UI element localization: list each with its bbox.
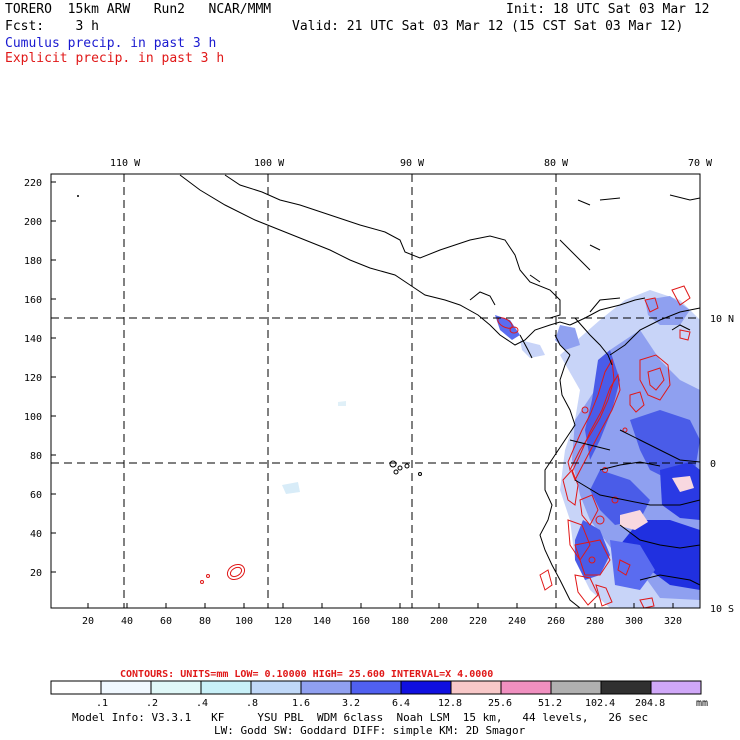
- scale-label-10: 102.4: [585, 698, 615, 709]
- x-tick-80: 80: [199, 616, 211, 627]
- x-tick-20: 20: [82, 616, 94, 627]
- galapagos-islands: [389, 460, 422, 476]
- y-tick-120: 120: [24, 373, 42, 384]
- y-tick-160: 160: [24, 295, 42, 306]
- contour-info: CONTOURS: UNITS=mm LOW= 0.10000 HIGH= 25…: [120, 669, 493, 680]
- init-time: Init: 18 UTC Sat 03 Mar 12: [506, 2, 710, 17]
- lon-label-110w: 110 W: [110, 158, 141, 169]
- y-tick-80: 80: [30, 451, 42, 462]
- scale-label-1: .2: [146, 698, 158, 709]
- scale-label-9: 51.2: [538, 698, 562, 709]
- precip-color-scale: [50, 680, 702, 695]
- y-tick-180: 180: [24, 256, 42, 267]
- cumulus-precip-shading: [282, 290, 700, 608]
- coastlines: [179, 174, 701, 609]
- x-tick-200: 200: [430, 616, 448, 627]
- lon-label-90w: 90 W: [400, 158, 425, 169]
- valid-time: Valid: 21 UTC Sat 03 Mar 12 (15 CST Sat …: [292, 19, 684, 34]
- y-axis: [51, 181, 56, 573]
- x-tick-180: 180: [391, 616, 409, 627]
- x-tick-140: 140: [313, 616, 331, 627]
- x-tick-160: 160: [352, 616, 370, 627]
- x-tick-220: 220: [469, 616, 487, 627]
- y-tick-60: 60: [30, 490, 42, 501]
- island-dot: [77, 195, 79, 197]
- x-tick-320: 320: [664, 616, 682, 627]
- lon-label-70w: 70 W: [688, 158, 713, 169]
- scale-label-0: .1: [96, 698, 108, 709]
- scale-label-6: 6.4: [392, 698, 410, 709]
- scale-unit: mm: [696, 698, 708, 709]
- cumulus-legend-text: Cumulus precip. in past 3 h: [5, 36, 217, 51]
- lat-label-0: 0: [710, 459, 716, 470]
- scale-label-8: 25.6: [488, 698, 512, 709]
- y-tick-220: 220: [24, 178, 42, 189]
- y-tick-200: 200: [24, 217, 42, 228]
- x-tick-280: 280: [586, 616, 604, 627]
- x-tick-260: 260: [547, 616, 565, 627]
- scale-label-2: .4: [196, 698, 208, 709]
- scale-label-3: .8: [246, 698, 258, 709]
- lat-label-10s: 10 S: [710, 604, 734, 615]
- scale-label-11: 204.8: [635, 698, 665, 709]
- lat-label-10n: 10 N: [710, 314, 734, 325]
- lat-lon-grid: [51, 174, 700, 608]
- explicit-legend-text: Explicit precip. in past 3 h: [5, 51, 225, 66]
- lon-label-80w: 80 W: [544, 158, 569, 169]
- y-tick-40: 40: [30, 529, 42, 540]
- scale-label-4: 1.6: [292, 698, 310, 709]
- model-title: TORERO 15km ARW Run2 NCAR/MMM: [5, 2, 272, 17]
- explicit-precip-contours: [200, 285, 691, 609]
- scale-label-7: 12.8: [438, 698, 462, 709]
- x-tick-120: 120: [274, 616, 292, 627]
- lon-label-100w: 100 W: [254, 158, 285, 169]
- forecast-hour: Fcst: 3 h: [5, 19, 99, 34]
- y-tick-100: 100: [24, 412, 42, 423]
- y-tick-140: 140: [24, 334, 42, 345]
- x-tick-100: 100: [235, 616, 253, 627]
- x-tick-60: 60: [160, 616, 172, 627]
- model-info: Model Info: V3.3.1 KF YSU PBL WDM 6class…: [72, 711, 649, 724]
- x-tick-240: 240: [508, 616, 526, 627]
- y-tick-20: 20: [30, 568, 42, 579]
- map-frame: [50, 173, 701, 609]
- model-info-physics: LW: Godd SW: Goddard DIFF: simple KM: 2D…: [214, 724, 526, 737]
- x-tick-40: 40: [121, 616, 133, 627]
- x-axis: [87, 603, 674, 608]
- x-tick-300: 300: [625, 616, 643, 627]
- scale-label-5: 3.2: [342, 698, 360, 709]
